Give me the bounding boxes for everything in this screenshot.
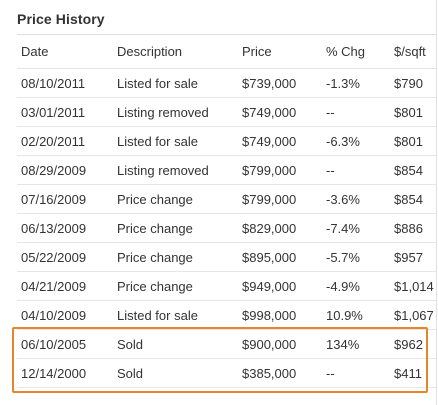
- cell-per-sqft: $801: [390, 126, 436, 156]
- cell-price: $799,000: [238, 184, 322, 214]
- cell-pct-change: -3.6%: [322, 184, 390, 214]
- cell-price: $385,000: [238, 358, 322, 388]
- cell-description: Price change: [113, 242, 238, 272]
- cell-per-sqft: $801: [390, 97, 436, 127]
- cell-date: 03/01/2011: [17, 97, 113, 127]
- cell-price: $739,000: [238, 68, 322, 98]
- table-row: 08/29/2009 Listing removed $799,000 -- $854: [17, 155, 436, 185]
- cell-pct-change: -4.9%: [322, 271, 390, 301]
- cell-per-sqft: $1,067: [390, 300, 436, 330]
- column-header-date: Date: [17, 35, 113, 69]
- table-header-row: Date Description Price % Chg $/sqft: [17, 35, 436, 69]
- cell-description: Listed for sale: [113, 300, 238, 330]
- table-row: 02/20/2011 Listed for sale $749,000 -6.3% $8…: [17, 126, 436, 156]
- cell-price: $749,000: [238, 97, 322, 127]
- cell-per-sqft: $886: [390, 213, 436, 243]
- cell-pct-change: -1.3%: [322, 68, 390, 98]
- cell-description: Listed for sale: [113, 68, 238, 98]
- cell-pct-change: -5.7%: [322, 242, 390, 272]
- cell-date: 06/10/2005: [17, 329, 113, 359]
- panel-title: Price History: [17, 11, 105, 27]
- panel-right-border: [436, 0, 437, 405]
- cell-description: Sold: [113, 329, 238, 359]
- cell-price: $895,000: [238, 242, 322, 272]
- cell-price: $998,000: [238, 300, 322, 330]
- cell-date: 04/10/2009: [17, 300, 113, 330]
- cell-price: $900,000: [238, 329, 322, 359]
- cell-per-sqft: $854: [390, 155, 436, 185]
- column-header-description: Description: [113, 35, 238, 69]
- cell-date: 12/14/2000: [17, 358, 113, 388]
- column-header-price: Price: [238, 35, 322, 69]
- cell-description: Sold: [113, 358, 238, 388]
- cell-pct-change: --: [322, 358, 390, 388]
- cell-price: $749,000: [238, 126, 322, 156]
- column-header-pct-change: % Chg: [322, 35, 390, 69]
- table-row: 07/16/2009 Price change $799,000 -3.6% $854: [17, 184, 436, 214]
- cell-pct-change: 10.9%: [322, 300, 390, 330]
- cell-description: Listing removed: [113, 97, 238, 127]
- cell-per-sqft: $411: [390, 358, 436, 388]
- table-row: 04/10/2009 Listed for sale $998,000 10.9% $1…: [17, 300, 436, 330]
- cell-date: 08/29/2009: [17, 155, 113, 185]
- table-row: 04/21/2009 Price change $949,000 -4.9% $1,01…: [17, 271, 436, 301]
- price-history-table: Date Description Price % Chg $/sqft 08/1…: [17, 35, 436, 388]
- cell-description: Listing removed: [113, 155, 238, 185]
- cell-pct-change: --: [322, 155, 390, 185]
- table-row: 03/01/2011 Listing removed $749,000 -- $801: [17, 97, 436, 127]
- cell-date: 06/13/2009: [17, 213, 113, 243]
- cell-per-sqft: $962: [390, 329, 436, 359]
- cell-pct-change: -7.4%: [322, 213, 390, 243]
- cell-price: $829,000: [238, 213, 322, 243]
- cell-pct-change: --: [322, 97, 390, 127]
- cell-date: 04/21/2009: [17, 271, 113, 301]
- cell-per-sqft: $957: [390, 242, 436, 272]
- cell-description: Price change: [113, 213, 238, 243]
- table-row: 08/10/2011 Listed for sale $739,000 -1.3% $7…: [17, 68, 436, 98]
- cell-price: $799,000: [238, 155, 322, 185]
- table-row: 06/10/2005 Sold $900,000 134% $962: [17, 329, 436, 359]
- cell-description: Listed for sale: [113, 126, 238, 156]
- cell-description: Price change: [113, 271, 238, 301]
- cell-date: 05/22/2009: [17, 242, 113, 272]
- cell-date: 07/16/2009: [17, 184, 113, 214]
- title-divider: [17, 34, 436, 35]
- table-row: 05/22/2009 Price change $895,000 -5.7% $957: [17, 242, 436, 272]
- table-body: 08/10/2011 Listed for sale $739,000 -1.3% $7…: [17, 68, 436, 388]
- cell-date: 02/20/2011: [17, 126, 113, 156]
- table-row: 06/13/2009 Price change $829,000 -7.4% $886: [17, 213, 436, 243]
- cell-per-sqft: $790: [390, 68, 436, 98]
- cell-description: Price change: [113, 184, 238, 214]
- cell-pct-change: 134%: [322, 329, 390, 359]
- column-header-per-sqft: $/sqft: [390, 35, 436, 69]
- cell-pct-change: -6.3%: [322, 126, 390, 156]
- cell-per-sqft: $854: [390, 184, 436, 214]
- cell-per-sqft: $1,014: [390, 271, 436, 301]
- table-row: 12/14/2000 Sold $385,000 -- $411: [17, 358, 436, 388]
- cell-date: 08/10/2011: [17, 68, 113, 98]
- cell-price: $949,000: [238, 271, 322, 301]
